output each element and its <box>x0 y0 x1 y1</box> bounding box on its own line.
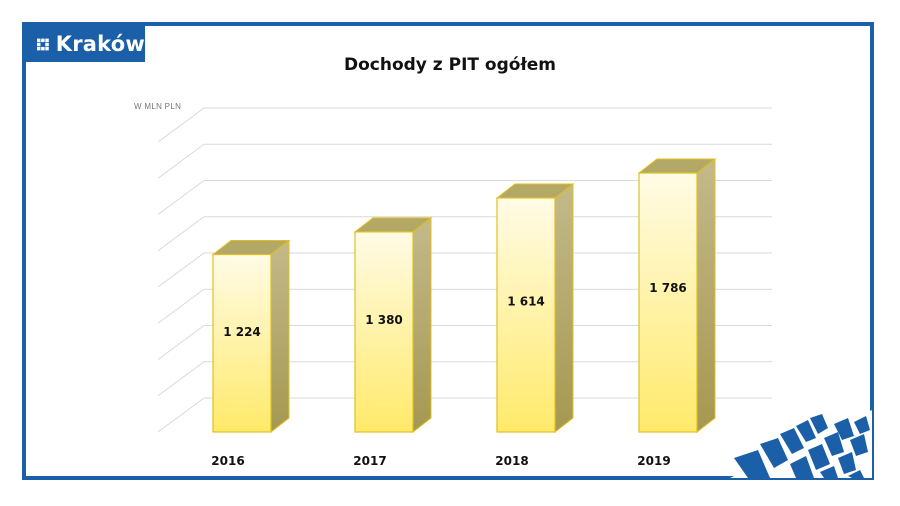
bar-side <box>696 158 716 434</box>
chart-frame <box>22 22 874 480</box>
gridline-diagonal <box>157 288 205 324</box>
bar-side <box>412 216 432 434</box>
x-tick-label: 2019 <box>637 454 670 468</box>
krakow-logo: Kraków <box>26 26 145 62</box>
logo-text: Kraków <box>55 32 145 56</box>
gridline-diagonal <box>157 107 205 143</box>
gridline-diagonal <box>157 361 205 397</box>
y-axis-unit-label: W MLN PLN <box>134 102 182 111</box>
gridline-diagonal <box>157 143 205 179</box>
bar-value-label: 1 380 <box>365 313 403 327</box>
bar-value-label: 1 786 <box>649 281 687 295</box>
bar <box>212 253 272 433</box>
gridline-diagonal <box>157 397 205 433</box>
krakow-logo-icon <box>37 38 49 50</box>
x-tick-label: 2017 <box>353 454 386 468</box>
bar <box>638 172 698 433</box>
x-tick-label: 2016 <box>211 454 244 468</box>
gridline-diagonal <box>157 180 205 215</box>
x-tick-label: 2018 <box>495 454 528 468</box>
bar-side <box>270 239 290 434</box>
bar-value-label: 1 224 <box>223 325 261 339</box>
chart-title: Dochody z PIT ogółem <box>343 55 556 75</box>
gridline-diagonal <box>157 216 205 252</box>
gridline-diagonal <box>157 252 205 288</box>
city-map-pattern-icon <box>730 410 872 478</box>
gridline-diagonal <box>157 325 205 360</box>
bar-value-label: 1 614 <box>507 295 545 309</box>
bar-side <box>554 182 574 434</box>
bar <box>354 231 414 433</box>
bar <box>496 197 556 433</box>
